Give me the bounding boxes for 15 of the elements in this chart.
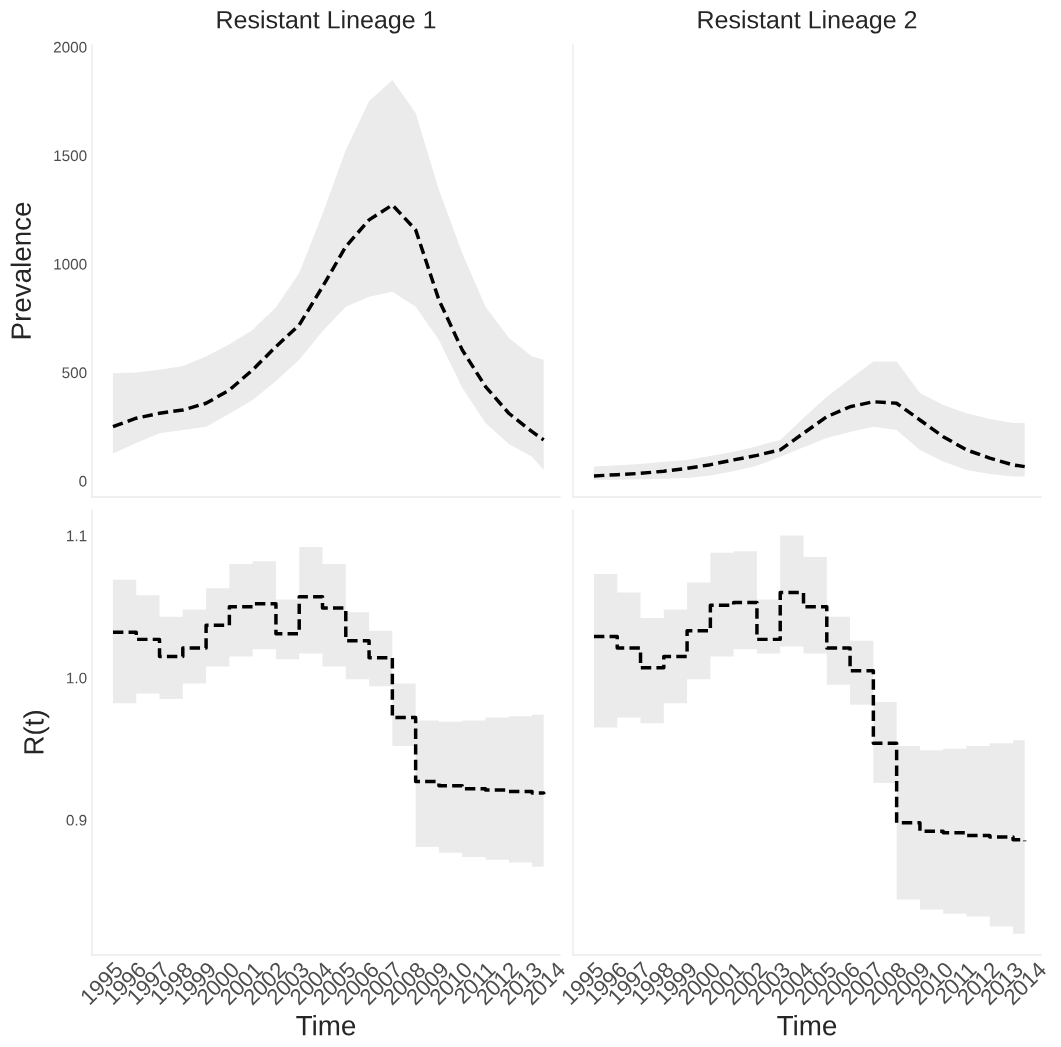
y-tick-label: 1.0 [67,672,87,684]
y-tick-label: 1000 [54,258,87,270]
chart-title: Resistant Lineage 1 [217,10,436,34]
chart-title: Resistant Lineage 2 [698,10,917,34]
x-axis-title: Time [777,1015,837,1036]
y-tick-label: 0.9 [66,814,87,826]
y-tick-label: 2000 [53,41,87,53]
y-tick-label: 1.1 [67,530,87,542]
line-series [111,203,546,442]
y-tick-label: 500 [62,367,87,379]
y-tick-label: 0 [79,475,87,487]
x-axis-title: Time [296,1015,356,1036]
y-axis-title: Prevalence [10,202,31,339]
y-axis-title: R(t) [23,711,50,754]
y-tick-label: 1500 [54,150,87,162]
